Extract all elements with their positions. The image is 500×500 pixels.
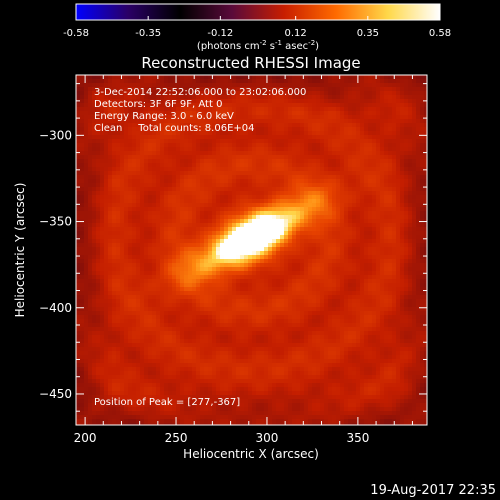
plot-frame <box>75 74 428 426</box>
annotation-energy: Energy Range: 3.0 - 6.0 keV <box>94 111 234 122</box>
image-area <box>76 75 427 425</box>
colorbar-ticks: -0.58 -0.35 -0.12 0.12 0.35 0.58 <box>63 16 451 39</box>
x-tick-label: 250 <box>165 431 188 445</box>
annotation-clean-line: Clean Total counts: 8.06E+04 <box>94 123 255 135</box>
heatmap-image-container <box>76 75 427 425</box>
annotation-total-counts: Total counts: 8.06E+04 <box>138 123 255 134</box>
colorbar-tick-label: 0.58 <box>429 28 451 39</box>
y-axis: −300 −350 −400 −450 <box>39 83 427 412</box>
annotation-peak-position: Position of Peak = [277,-367] <box>94 397 241 408</box>
colorbar-tick-label: 0.12 <box>285 28 307 39</box>
y-axis-label: Heliocentric Y (arcsec) <box>13 183 27 318</box>
annotation-detectors: Detectors: 3F 6F 9F, Att 0 <box>94 99 223 110</box>
annotation-time-range: 3-Dec-2014 22:52:06.000 to 23:02:06.000 <box>94 87 307 98</box>
x-axis-label: Heliocentric X (arcsec) <box>183 447 319 461</box>
annotation-clean: Clean <box>94 123 123 134</box>
footer-date: 19-Aug-2017 22:35 <box>370 483 496 498</box>
y-tick-label: −400 <box>39 301 72 315</box>
heatmap-canvas <box>76 75 427 425</box>
colorbar: -0.58 -0.35 -0.12 0.12 0.35 0.58 (photons cm-… <box>63 3 451 52</box>
colorbar-tick-label: -0.12 <box>207 28 233 39</box>
y-tick-label: −300 <box>39 128 72 142</box>
x-tick-label: 350 <box>346 431 369 445</box>
colorbar-strip <box>75 3 441 21</box>
colorbar-units: (photons cm-2 s-1 asec-2) <box>197 39 319 52</box>
x-tick-label: 200 <box>74 431 97 445</box>
colorbar-tick-label: -0.58 <box>63 28 89 39</box>
chart-title: Reconstructed RHESSI Image <box>141 54 360 72</box>
y-tick-label: −350 <box>39 215 72 229</box>
x-tick-label: 300 <box>256 431 279 445</box>
colorbar-tick-label: 0.35 <box>357 28 379 39</box>
x-axis: 200 250 300 350 <box>74 75 413 445</box>
colorbar-tick-label: -0.35 <box>135 28 161 39</box>
y-tick-label: −450 <box>39 387 72 401</box>
